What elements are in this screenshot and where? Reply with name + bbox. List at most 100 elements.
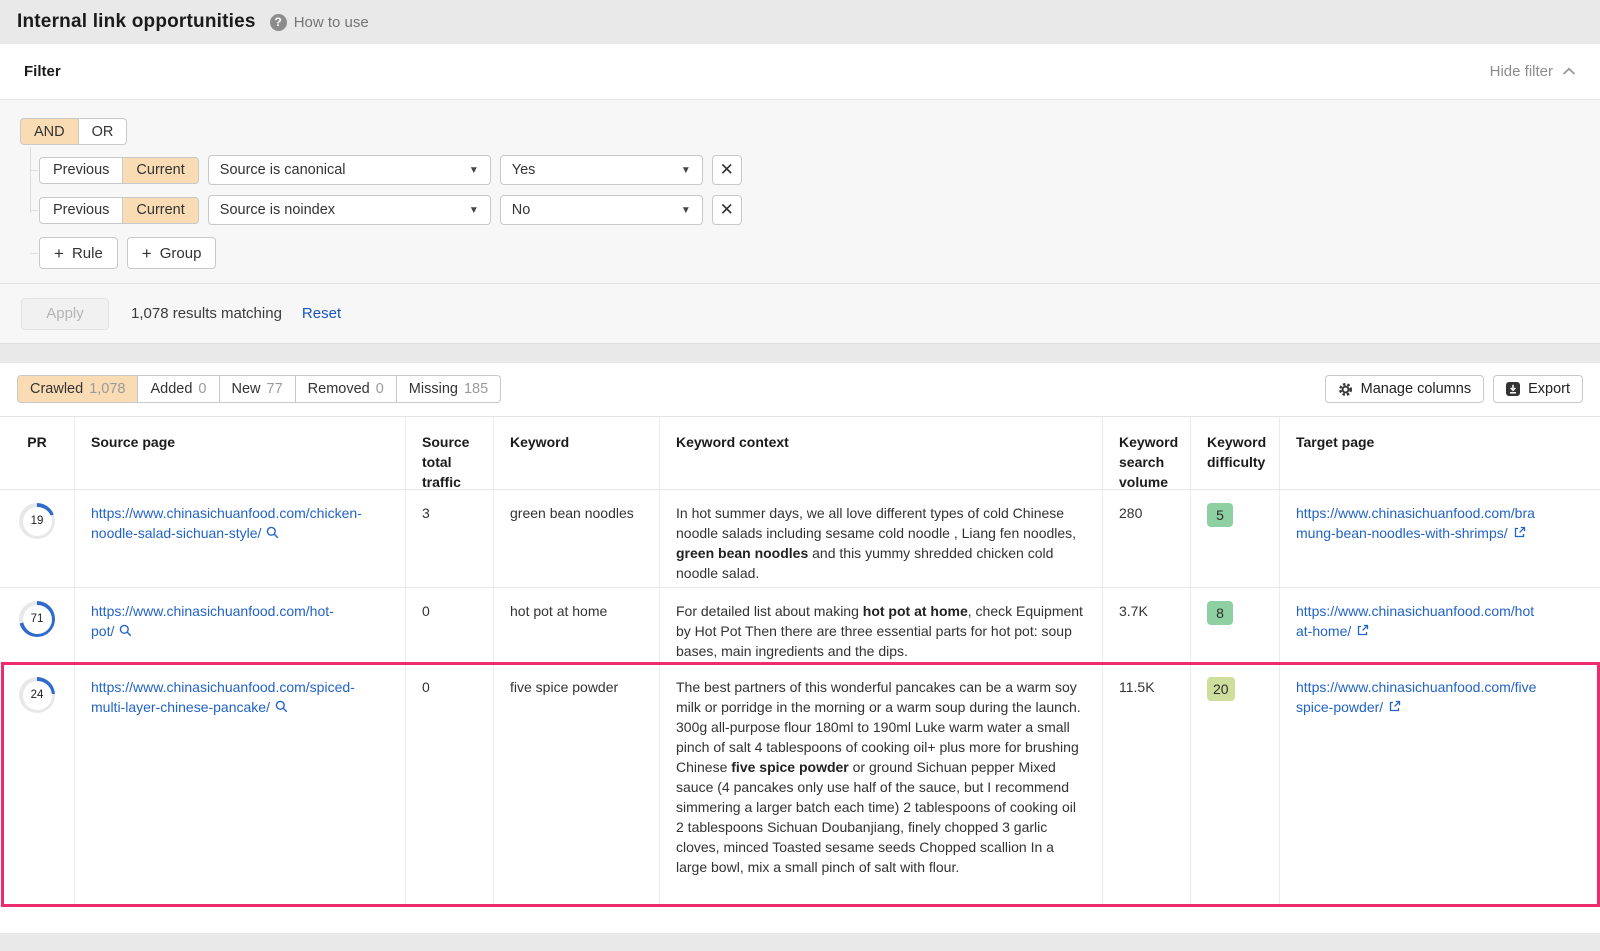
tab-count: 0 xyxy=(375,381,384,397)
add-group-label: Group xyxy=(159,244,202,262)
source-url-line1[interactable]: https://www.chinasichuanfood.com/spiced- xyxy=(91,679,355,695)
target-page-link[interactable]: https://www.chinasichuanfood.com/bra mung… xyxy=(1296,505,1535,541)
column-header-target-page: Target page xyxy=(1296,434,1375,450)
rule-2-remove-button[interactable]: ✕ xyxy=(711,195,742,225)
difficulty-cell: 5 xyxy=(1191,490,1280,587)
app-header: Internal link opportunities ? How to use xyxy=(0,0,1600,44)
source-url-line2[interactable]: noodle-salad-sichuan-style/ xyxy=(91,525,262,541)
target-url-line1[interactable]: https://www.chinasichuanfood.com/five xyxy=(1296,679,1537,695)
column-header-source-page: Source page xyxy=(75,417,406,489)
target-page-link[interactable]: https://www.chinasichuanfood.com/five spi… xyxy=(1296,679,1536,715)
inspect-keyword-icon[interactable] xyxy=(119,624,132,637)
search-volume-cell: 11.5K xyxy=(1103,664,1191,905)
filter-panel: Filter Hide filter AND OR Previous Curre… xyxy=(0,44,1600,344)
results-card: Crawled 1,078 Added 0 New 77 Removed 0 M… xyxy=(0,363,1600,933)
manage-columns-button[interactable]: Manage columns xyxy=(1324,375,1485,403)
source-url-line1[interactable]: https://www.chinasichuanfood.com/hot- xyxy=(91,603,334,619)
reset-link[interactable]: Reset xyxy=(301,305,342,322)
pr-cell: 71 xyxy=(0,588,75,663)
tab-label: New xyxy=(231,381,261,397)
keyword-context-cell: For detailed list about making hot pot a… xyxy=(660,588,1103,663)
inspect-keyword-icon[interactable] xyxy=(275,700,288,713)
page-title: Internal link opportunities xyxy=(17,11,256,32)
rule-2-current-button[interactable]: Current xyxy=(122,196,199,224)
external-link-icon[interactable] xyxy=(1513,526,1526,539)
filter-title: Filter xyxy=(24,63,61,80)
rule-2-previous-button[interactable]: Previous xyxy=(39,196,124,224)
table-body: 19 https://www.chinasichuanfood.com/chick… xyxy=(0,490,1600,907)
rule-2-value-select[interactable]: No ▼ xyxy=(499,195,703,225)
source-url-line1[interactable]: https://www.chinasichuanfood.com/chicken… xyxy=(91,505,362,521)
tab-count: 77 xyxy=(266,381,283,397)
filter-rule-1: Previous Current Source is canonical ▼ Y… xyxy=(30,155,1576,185)
add-rule-label: Rule xyxy=(71,244,103,262)
external-link-icon[interactable] xyxy=(1356,624,1369,637)
hide-filter-toggle[interactable]: Hide filter xyxy=(1490,63,1576,80)
source-page-link[interactable]: https://www.chinasichuanfood.com/hot-pot… xyxy=(91,603,334,639)
pr-cell: 24 xyxy=(0,664,75,905)
tab-added[interactable]: Added 0 xyxy=(137,375,220,403)
target-page-cell: https://www.chinasichuanfood.com/bra mung… xyxy=(1280,490,1600,587)
source-page-cell: https://www.chinasichuanfood.com/hot-pot… xyxy=(75,588,406,663)
filter-footer: Apply 1,078 results matching Reset xyxy=(0,283,1600,343)
tab-label: Crawled xyxy=(30,381,84,397)
source-page-cell: https://www.chinasichuanfood.com/chicken… xyxy=(75,490,406,587)
add-rule-button[interactable]: + Rule xyxy=(39,237,118,269)
source-page-link[interactable]: https://www.chinasichuanfood.com/chicken… xyxy=(91,505,362,541)
export-download-icon xyxy=(1506,382,1521,396)
rule-1-version-toggle: Previous Current xyxy=(39,156,199,184)
apply-button[interactable]: Apply xyxy=(21,297,109,330)
rule-1-value-select[interactable]: Yes ▼ xyxy=(499,155,703,185)
hide-filter-label[interactable]: Hide filter xyxy=(1489,63,1553,80)
tab-new[interactable]: New 77 xyxy=(218,375,296,403)
search-volume-cell: 3.7K xyxy=(1103,588,1191,663)
tab-count: 0 xyxy=(198,381,207,397)
tab-removed[interactable]: Removed 0 xyxy=(294,375,397,403)
rule-1-field-value: Source is canonical xyxy=(219,162,346,178)
keyword-cell: hot pot at home xyxy=(494,588,660,663)
page-rating-ring: 19 xyxy=(19,503,55,539)
help-icon[interactable]: ? xyxy=(269,13,287,31)
how-to-use[interactable]: ? How to use xyxy=(269,13,369,31)
inspect-keyword-icon[interactable] xyxy=(266,526,279,539)
tab-missing[interactable]: Missing 185 xyxy=(395,375,502,403)
difficulty-cell: 20 xyxy=(1191,664,1280,905)
how-to-use-label[interactable]: How to use xyxy=(293,13,369,31)
keyword-context-cell: In hot summer days, we all love differen… xyxy=(660,490,1103,587)
column-header-keyword-context: Keyword context xyxy=(660,417,1103,489)
target-page-cell: https://www.chinasichuanfood.com/five spi… xyxy=(1280,664,1600,905)
target-url-line2[interactable]: at-home/ xyxy=(1296,623,1352,639)
tab-crawled[interactable]: Crawled 1,078 xyxy=(17,375,139,403)
tab-label: Missing xyxy=(408,381,458,397)
target-url-line1[interactable]: https://www.chinasichuanfood.com/bra xyxy=(1296,505,1535,521)
target-url-line2[interactable]: mung-bean-noodles-with-shrimps/ xyxy=(1296,525,1508,541)
chevron-down-icon: ▼ xyxy=(468,204,479,216)
source-traffic-cell: 0 xyxy=(406,588,494,663)
logic-and-button[interactable]: AND xyxy=(20,118,79,145)
filter-body: AND OR Previous Current Source is canoni… xyxy=(0,100,1600,283)
rule-1-field-select[interactable]: Source is canonical ▼ xyxy=(207,155,491,185)
plus-icon: + xyxy=(54,243,64,263)
filter-add-row: + Rule + Group xyxy=(30,237,1576,269)
rule-1-current-button[interactable]: Current xyxy=(122,156,199,184)
table-header-row: PR Source page Source total traffic Keyw… xyxy=(0,417,1600,490)
export-button[interactable]: Export xyxy=(1493,375,1583,403)
logic-or-button[interactable]: OR xyxy=(77,118,128,145)
rule-2-field-select[interactable]: Source is noindex ▼ xyxy=(207,195,491,225)
tab-count: 185 xyxy=(463,381,489,397)
search-volume-cell: 280 xyxy=(1103,490,1191,587)
target-page-link[interactable]: https://www.chinasichuanfood.com/hot at-h… xyxy=(1296,603,1534,639)
source-url-line2[interactable]: pot/ xyxy=(91,623,115,639)
rule-1-remove-button[interactable]: ✕ xyxy=(711,155,742,185)
source-traffic-cell: 0 xyxy=(406,664,494,905)
external-link-icon[interactable] xyxy=(1388,700,1401,713)
source-traffic-cell: 3 xyxy=(406,490,494,587)
add-group-button[interactable]: + Group xyxy=(126,237,217,269)
tab-label: Added xyxy=(150,381,193,397)
source-url-line2[interactable]: multi-layer-chinese-pancake/ xyxy=(91,699,270,715)
source-page-link[interactable]: https://www.chinasichuanfood.com/spiced-… xyxy=(91,679,355,715)
target-url-line2[interactable]: spice-powder/ xyxy=(1296,699,1384,715)
rule-1-previous-button[interactable]: Previous xyxy=(39,156,124,184)
target-url-line1[interactable]: https://www.chinasichuanfood.com/hot xyxy=(1296,603,1535,619)
result-tabs: Crawled 1,078 Added 0 New 77 Removed 0 M… xyxy=(17,375,502,403)
